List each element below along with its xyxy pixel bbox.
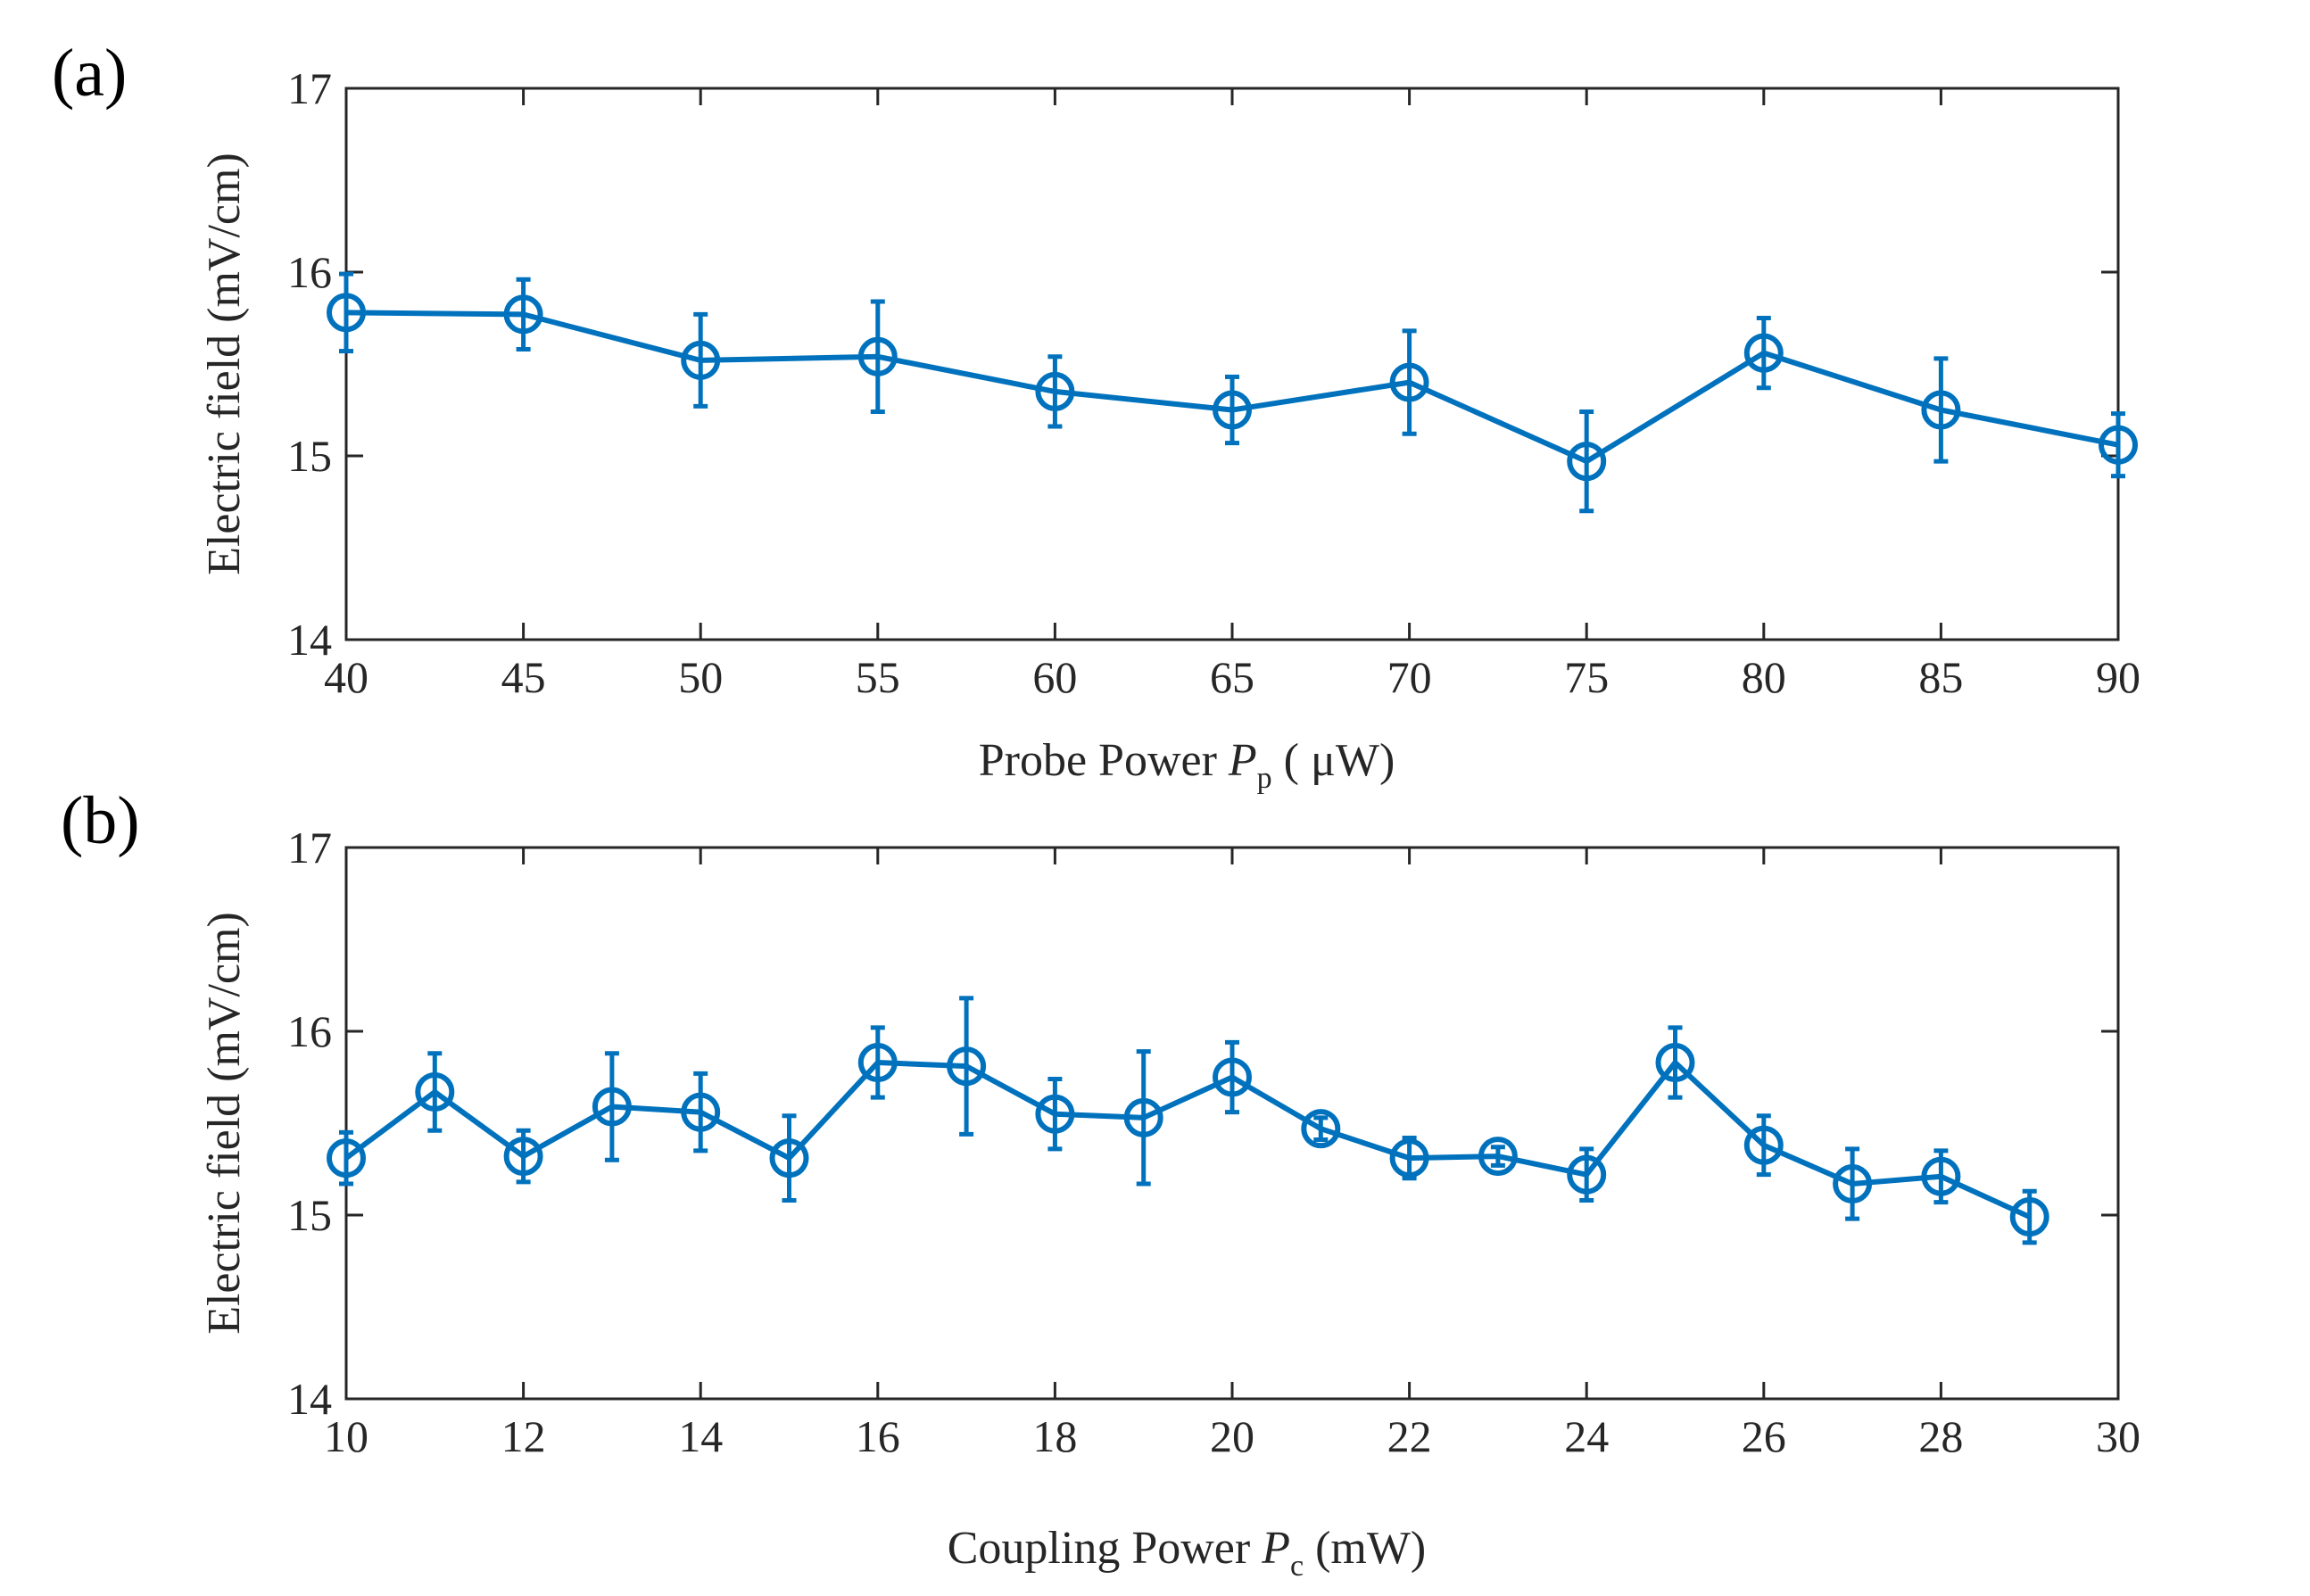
x-tick-label-b: 12 bbox=[501, 1411, 546, 1461]
x-tick-label-b: 10 bbox=[324, 1411, 368, 1461]
x-axis-label-var-a: P bbox=[1228, 735, 1257, 786]
data-point-b bbox=[1213, 1057, 1252, 1097]
data-point-a bbox=[503, 294, 543, 335]
data-point-b bbox=[1389, 1138, 1429, 1178]
x-tick-label-a: 80 bbox=[1742, 652, 1786, 702]
data-point-b bbox=[681, 1092, 721, 1132]
x-tick-label-a: 45 bbox=[501, 652, 546, 702]
series-b bbox=[327, 996, 2049, 1245]
x-tick-label-a: 85 bbox=[1918, 652, 1963, 702]
data-point-b bbox=[592, 1087, 632, 1127]
y-tick-label-b: 14 bbox=[287, 1374, 332, 1424]
x-tick-label-a: 40 bbox=[324, 652, 368, 702]
x-axis-label-sub-a: p bbox=[1257, 762, 1272, 795]
data-point-a bbox=[1743, 333, 1784, 373]
x-tick-label-b: 20 bbox=[1210, 1411, 1254, 1461]
y-tick-label-b: 15 bbox=[287, 1190, 332, 1240]
data-point-a bbox=[1213, 390, 1252, 430]
data-point-b bbox=[327, 1138, 366, 1178]
data-point-b bbox=[769, 1138, 809, 1178]
x-ticks-b: 10 12 14 16 18 20 22 24 26 28 30 bbox=[324, 848, 2140, 1461]
y-tick-label-b: 16 bbox=[287, 1006, 332, 1056]
x-tick-label-a: 90 bbox=[2096, 652, 2140, 702]
x-tick-label-a: 70 bbox=[1387, 652, 1432, 702]
x-tick-label-a: 55 bbox=[856, 652, 900, 702]
panel-a: (a) 40 45 50 55 60 65 70 75 80 85 90 14 15 16 17 Elec… bbox=[52, 36, 2140, 795]
x-tick-label-a: 60 bbox=[1032, 652, 1077, 702]
data-point-b bbox=[1478, 1137, 1518, 1177]
x-tick-label-b: 24 bbox=[1564, 1411, 1609, 1461]
x-ticks-a: 40 45 50 55 60 65 70 75 80 85 90 bbox=[324, 88, 2140, 702]
x-axis-label-var-b: P bbox=[1261, 1523, 1290, 1574]
x-tick-label-a: 75 bbox=[1564, 652, 1609, 702]
data-point-b bbox=[1035, 1094, 1075, 1134]
plot-frame-a bbox=[344, 87, 2120, 641]
x-tick-label-b: 26 bbox=[1742, 1411, 1786, 1461]
y-axis-label-a: Electric field (mV/cm) bbox=[199, 153, 250, 575]
x-axis-label-a: Probe Power Pp ( μW) bbox=[979, 735, 1395, 795]
data-point-b bbox=[415, 1071, 455, 1112]
x-axis-label-sub-b: c bbox=[1290, 1550, 1304, 1583]
x-axis-label-main-b: Coupling Power bbox=[948, 1523, 1262, 1574]
y-ticks-a: 14 15 16 17 bbox=[287, 63, 2118, 665]
y-tick-label-a: 15 bbox=[287, 431, 332, 481]
data-point-a bbox=[1921, 390, 1961, 430]
y-tick-label-a: 17 bbox=[287, 63, 332, 113]
x-tick-label-b: 28 bbox=[1918, 1411, 1963, 1461]
y-tick-label-a: 16 bbox=[287, 247, 332, 297]
data-point-a bbox=[1567, 442, 1607, 482]
panel-label-b: (b) bbox=[61, 783, 140, 858]
x-tick-label-b: 14 bbox=[678, 1411, 723, 1461]
data-point-b bbox=[1921, 1156, 1961, 1196]
data-point-a bbox=[327, 293, 366, 333]
data-point-b bbox=[1123, 1097, 1163, 1137]
data-point-b bbox=[1833, 1163, 1873, 1203]
x-axis-label-unit-a: ( μW) bbox=[1272, 735, 1395, 786]
data-point-b bbox=[503, 1137, 543, 1177]
x-tick-label-a: 50 bbox=[678, 652, 723, 702]
x-tick-label-a: 65 bbox=[1210, 652, 1254, 702]
panel-b: (b) 10 12 14 16 18 20 22 24 26 28 30 14 15 16 17 Elec… bbox=[61, 783, 2140, 1583]
x-tick-label-b: 22 bbox=[1387, 1411, 1432, 1461]
x-axis-label-b: Coupling Power Pc (mW) bbox=[948, 1523, 1426, 1583]
data-point-b bbox=[1567, 1154, 1607, 1195]
data-point-b bbox=[857, 1043, 898, 1083]
data-point-a bbox=[1389, 362, 1429, 402]
data-point-a bbox=[681, 340, 721, 380]
data-point-b bbox=[1301, 1109, 1341, 1149]
x-tick-label-b: 16 bbox=[856, 1411, 900, 1461]
x-axis-label-unit-b: (mW) bbox=[1304, 1523, 1426, 1574]
y-tick-label-a: 14 bbox=[287, 615, 332, 665]
data-point-a bbox=[1035, 371, 1075, 411]
data-point-b bbox=[947, 1046, 987, 1087]
data-point-a bbox=[857, 336, 898, 376]
x-tick-label-b: 30 bbox=[2096, 1411, 2140, 1461]
data-point-a bbox=[2099, 425, 2138, 465]
data-point-b bbox=[1743, 1125, 1784, 1165]
y-ticks-b: 14 15 16 17 bbox=[287, 823, 2118, 1424]
data-point-b bbox=[2009, 1197, 2049, 1237]
series-a bbox=[327, 271, 2138, 514]
y-axis-label-b: Electric field (mV/cm) bbox=[199, 912, 250, 1335]
data-point-b bbox=[1655, 1043, 1695, 1083]
panel-label-a: (a) bbox=[52, 36, 127, 111]
x-tick-label-b: 18 bbox=[1032, 1411, 1077, 1461]
x-axis-label-main-a: Probe Power bbox=[979, 735, 1229, 786]
y-tick-label-b: 17 bbox=[287, 823, 332, 872]
